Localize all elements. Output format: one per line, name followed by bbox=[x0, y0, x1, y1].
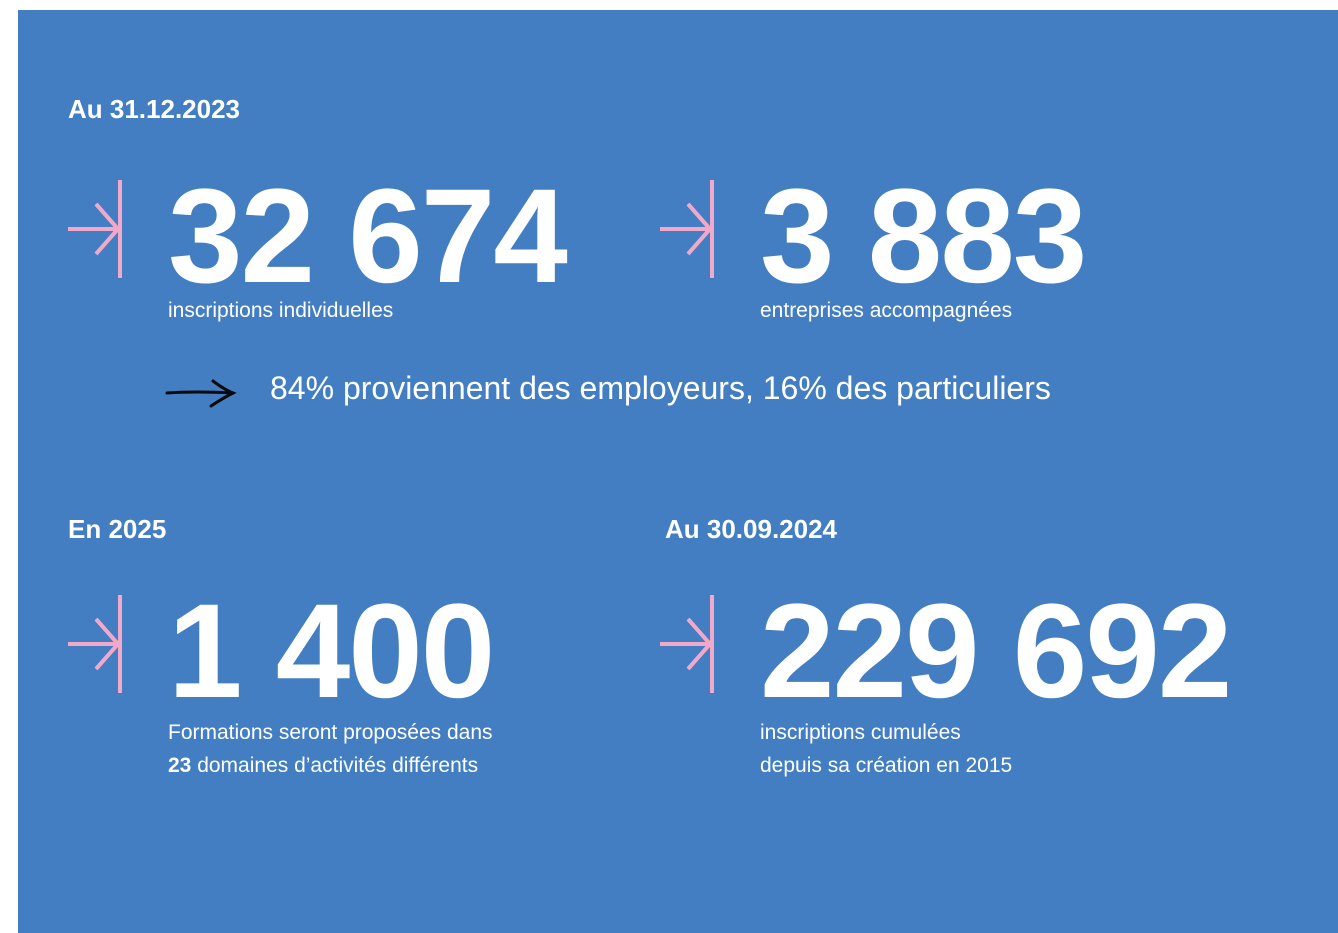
big-number: 1 400 bbox=[168, 577, 495, 726]
caption-text: Formations seront proposées dans bbox=[168, 721, 493, 744]
note: 84% proviennent des employeurs, 16% des … bbox=[270, 370, 1051, 406]
big-number: 3 883 bbox=[760, 162, 1087, 311]
stats-panel bbox=[18, 10, 1338, 933]
heading: En 2025 bbox=[68, 514, 167, 544]
pink-arrow-icon bbox=[68, 595, 122, 693]
big-number: 229 692 bbox=[760, 577, 1232, 726]
caption: Formations seront proposées dans 23 doma… bbox=[168, 716, 518, 782]
pink-arrow-icon bbox=[660, 180, 714, 278]
caption-line: depuis sa création en 2015 bbox=[760, 754, 1013, 777]
caption-bold: 23 bbox=[168, 754, 192, 777]
pink-arrow-icon bbox=[660, 595, 714, 693]
big-number: 32 674 bbox=[168, 162, 568, 311]
caption: inscriptions individuelles bbox=[168, 299, 394, 322]
caption-text: domaines d’activités différents bbox=[191, 754, 479, 777]
caption-line: inscriptions cumulées bbox=[760, 721, 961, 744]
heading: Au 31.12.2023 bbox=[68, 94, 241, 124]
pink-arrow-icon bbox=[68, 180, 122, 278]
heading: Au 30.09.2024 bbox=[665, 514, 838, 544]
black-arrow-icon bbox=[165, 379, 237, 408]
caption: entreprises accompagnées bbox=[760, 299, 1013, 322]
